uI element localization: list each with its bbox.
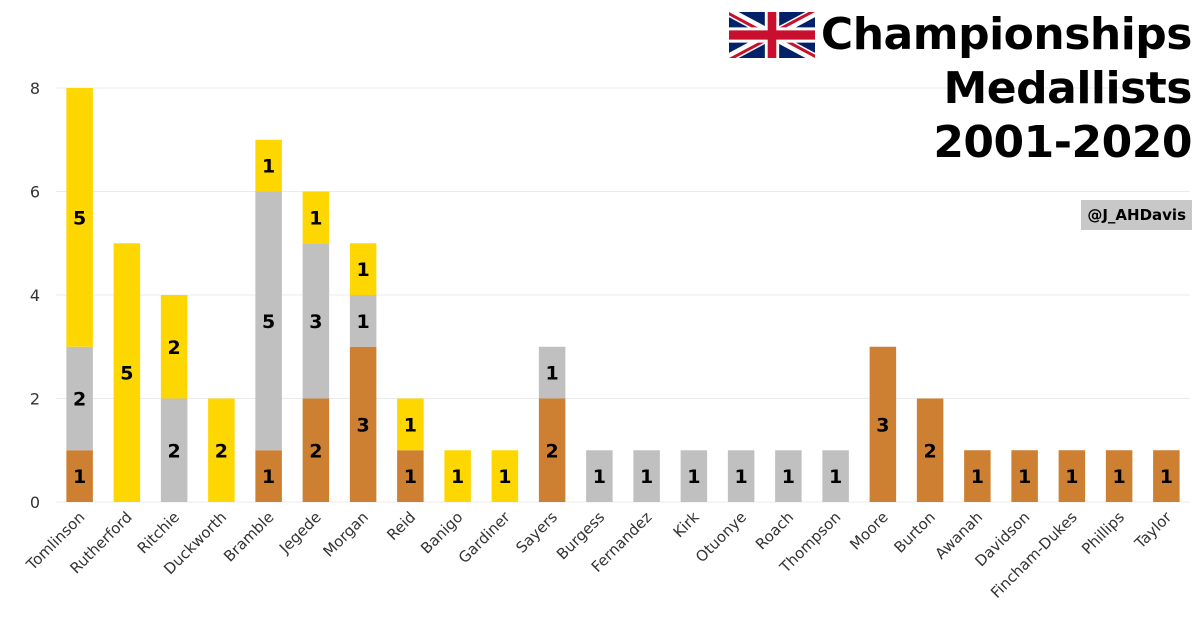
x-tick-label: Fincham-Dukes	[987, 508, 1081, 602]
author-credit: @J_AHDavis	[1081, 200, 1192, 230]
title-block: Championships Medallists 2001-2020	[728, 8, 1193, 170]
bar-segment-bronze	[1153, 450, 1180, 502]
bar-value-label: 1	[640, 466, 653, 488]
bar-value-label: 2	[168, 440, 181, 462]
bar-segment-gold	[160, 295, 188, 399]
bars: 1 2 5 5 2 2 2 1 5 1 2 3 1 3 1 1 1 1 1 1 2 1 1 1 1 1 1 1 3 2 1 1 1 1 1	[66, 88, 1180, 502]
x-tick-label: Gardiner	[455, 508, 514, 567]
bar-value-label: 3	[357, 414, 370, 436]
bar-value-label: 1	[971, 466, 984, 488]
bar-value-label: 1	[1065, 466, 1078, 488]
bar-segment-gold	[302, 191, 330, 244]
title-line-2: Medallists	[943, 63, 1193, 114]
bar-value-label: 1	[262, 466, 275, 488]
bar-segment-bronze	[302, 398, 330, 502]
bar-value-label: 1	[309, 207, 322, 229]
title-line-3: 2001-2020	[933, 117, 1192, 168]
bar-segment-gold	[208, 398, 235, 502]
bar-segment-bronze	[964, 450, 991, 502]
x-tick-label: Roach	[752, 508, 797, 553]
bar-segment-bronze	[869, 346, 897, 502]
x-tick-label: Bramble	[220, 508, 277, 565]
bar-segment-gold	[444, 450, 471, 502]
y-axis-ticks: 0 2 4 6 8	[30, 79, 40, 512]
bar-value-label: 1	[782, 466, 795, 488]
bar-value-label: 1	[451, 466, 464, 488]
bar-segment-bronze	[538, 398, 566, 502]
y-tick-label: 0	[30, 493, 40, 512]
bar-value-label: 1	[262, 156, 275, 178]
gridlines	[56, 87, 1190, 503]
x-axis-ticks: TomlinsonRutherfordRitchieDuckworthBramb…	[22, 508, 1176, 602]
title-line-1: Championships	[820, 9, 1193, 60]
bar-segment-silver	[727, 450, 755, 502]
bar-segment-bronze	[66, 450, 93, 502]
bar-segment-silver	[822, 450, 849, 502]
bar-value-label: 1	[498, 466, 511, 488]
bar-segment-bronze	[255, 450, 282, 502]
bar-segment-silver	[66, 346, 93, 451]
bar-segment-silver	[775, 450, 802, 502]
bar-segment-bronze	[1058, 450, 1086, 502]
y-tick-label: 8	[30, 79, 40, 98]
bar-segment-gold	[491, 450, 519, 502]
bar-segment-bronze	[1011, 450, 1038, 502]
bar-value-label: 1	[735, 466, 748, 488]
bar-value-label: 1	[687, 466, 700, 488]
x-tick-label: Kirk	[670, 508, 703, 541]
y-tick-label: 2	[30, 390, 40, 409]
bar-segment-silver	[160, 398, 188, 502]
bar-value-label: 2	[924, 440, 937, 462]
bar-value-label: 1	[357, 311, 370, 333]
bar-segment-silver	[680, 450, 708, 502]
bar-value-label: 3	[309, 311, 322, 333]
union-jack-flag-icon	[728, 12, 815, 58]
bar-segment-silver	[633, 450, 660, 502]
bar-segment-gold	[113, 243, 141, 502]
bar-value-label: 1	[404, 414, 417, 436]
y-tick-label: 6	[30, 183, 40, 202]
bar-segment-gold	[255, 139, 282, 192]
bar-segment-silver	[538, 346, 566, 399]
x-tick-label: Morgan	[319, 508, 372, 561]
x-tick-label: Moore	[846, 508, 892, 554]
bar-segment-bronze	[1105, 450, 1133, 502]
bar-segment-silver	[349, 295, 377, 347]
x-tick-label: Jegede	[275, 508, 325, 558]
bar-value-label: 2	[309, 440, 322, 462]
bar-value-label: 2	[546, 440, 559, 462]
bar-segment-bronze	[916, 398, 944, 502]
x-tick-label: Phillips	[1078, 508, 1128, 558]
bar-value-label: 2	[168, 337, 181, 359]
bar-segment-bronze	[349, 346, 377, 502]
bar-segment-gold	[66, 88, 93, 347]
bar-value-label: 5	[73, 207, 86, 229]
bar-value-label: 1	[546, 363, 559, 385]
bar-value-label: 5	[120, 363, 133, 385]
bar-segment-gold	[349, 243, 377, 295]
y-tick-label: 4	[30, 286, 40, 305]
bar-value-label: 2	[215, 440, 228, 462]
bar-segment-silver	[302, 243, 330, 399]
bar-segment-bronze	[397, 450, 424, 502]
bar-value-label: 1	[1160, 466, 1173, 488]
x-tick-label: Otuonye	[692, 508, 750, 566]
bar-value-label: 1	[73, 466, 86, 488]
x-tick-label: Reid	[383, 508, 419, 544]
bar-value-label: 1	[829, 466, 842, 488]
bar-value-label: 1	[1018, 466, 1031, 488]
bar-value-label: 1	[404, 466, 417, 488]
bar-segment-silver	[586, 450, 613, 502]
bar-value-label: 5	[262, 311, 275, 333]
bar-value-label: 1	[1113, 466, 1126, 488]
bar-value-label: 3	[876, 414, 889, 436]
bar-segment-silver	[255, 191, 282, 451]
x-tick-label: Taylor	[1130, 508, 1175, 553]
bar-segment-gold	[397, 398, 424, 451]
bar-value-label: 1	[593, 466, 606, 488]
bar-value-label: 2	[73, 389, 86, 411]
bar-value-label: 1	[357, 259, 370, 281]
